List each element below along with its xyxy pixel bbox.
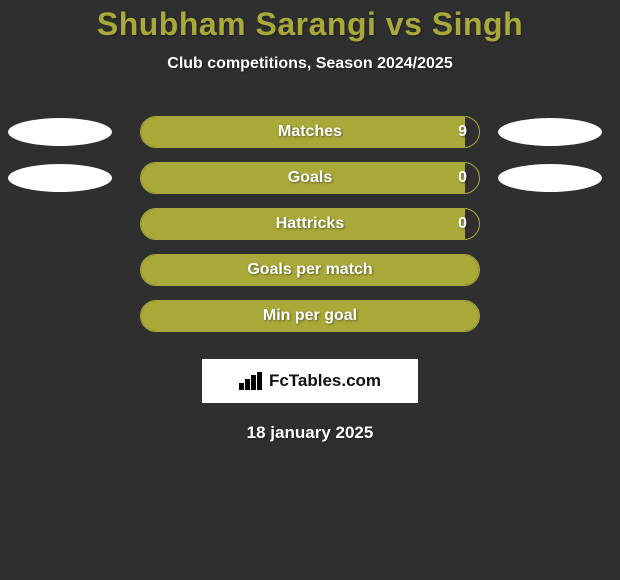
page-title: Shubham Sarangi vs Singh: [0, 0, 620, 43]
stat-value: 0: [458, 209, 467, 239]
stat-bar: Matches 9: [140, 116, 480, 148]
stat-bar: Hattricks 0: [140, 208, 480, 240]
player-left-ellipse: [8, 118, 112, 146]
stat-label: Goals: [288, 169, 332, 187]
stat-row: Matches 9: [0, 109, 620, 155]
stat-value: 0: [458, 163, 467, 193]
stat-label: Matches: [278, 123, 342, 141]
page-subtitle: Club competitions, Season 2024/2025: [0, 55, 620, 73]
stat-label: Min per goal: [263, 307, 357, 325]
stat-row: Hattricks 0: [0, 201, 620, 247]
stat-bar: Goals per match: [140, 254, 480, 286]
stat-value: 9: [458, 117, 467, 147]
stat-row: Goals per match: [0, 247, 620, 293]
stat-label: Hattricks: [276, 215, 344, 233]
stats-list: Matches 9 Goals 0 Hattricks 0 Goals per match M…: [0, 109, 620, 339]
stat-row: Goals 0: [0, 155, 620, 201]
player-right-ellipse: [498, 118, 602, 146]
stat-label: Goals per match: [247, 261, 372, 279]
barchart-icon: [239, 372, 263, 390]
date-label: 18 january 2025: [0, 423, 620, 443]
stat-bar: Min per goal: [140, 300, 480, 332]
logo-text: FcTables.com: [269, 371, 381, 391]
player-right-ellipse: [498, 164, 602, 192]
player-left-ellipse: [8, 164, 112, 192]
site-logo: FcTables.com: [202, 359, 418, 403]
comparison-card: Shubham Sarangi vs Singh Club competitio…: [0, 0, 620, 580]
stat-row: Min per goal: [0, 293, 620, 339]
stat-bar: Goals 0: [140, 162, 480, 194]
